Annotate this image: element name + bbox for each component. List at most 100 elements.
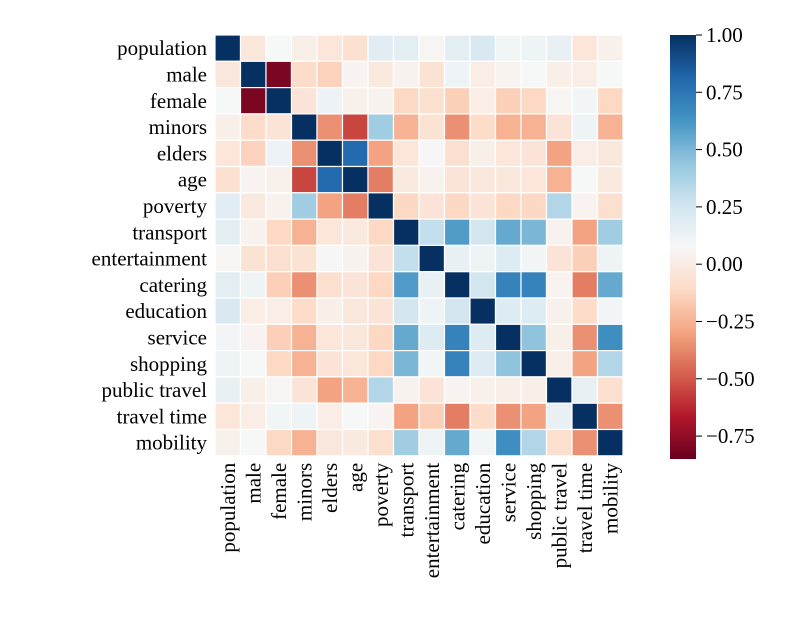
heatmap-cell [290, 428, 318, 457]
heatmap-cell [392, 402, 420, 431]
colorbar: −0.75 −0.50 −0.25 0.00 0.25 0.50 0.75 1.00 [670, 23, 755, 459]
heatmap-cell [214, 323, 242, 352]
heatmap-cell [214, 376, 242, 404]
x-tick-label: public travel [547, 463, 571, 569]
heatmap-cell [418, 139, 446, 168]
heatmap-cell [214, 60, 242, 89]
heatmap-cell [520, 113, 548, 141]
heatmap-cell [545, 139, 573, 168]
heatmap-cell [494, 139, 522, 168]
heatmap-cell [443, 139, 471, 168]
heatmap-cell [443, 34, 471, 62]
y-tick-label: age [178, 168, 207, 192]
heatmap-cell [367, 244, 395, 273]
heatmap-cell [265, 218, 293, 247]
heatmap-cell [392, 244, 420, 273]
heatmap-cell [392, 428, 420, 457]
heatmap-cell [571, 34, 599, 62]
heatmap-cell [545, 271, 573, 299]
heatmap-cell [239, 402, 267, 431]
heatmap-cell [239, 350, 267, 378]
heatmap-cell [367, 113, 395, 141]
heatmap-cell [418, 165, 446, 194]
heatmap-cell [443, 165, 471, 194]
heatmap-cell [265, 376, 293, 404]
y-tick-label: mobility [136, 431, 208, 455]
heatmap-cell [545, 218, 573, 247]
heatmap-cell [418, 34, 446, 62]
heatmap-cell [494, 192, 522, 220]
heatmap-cell [214, 350, 242, 378]
heatmap-cell [418, 244, 446, 273]
heatmap-cell [290, 350, 318, 378]
x-tick-label: minors [292, 463, 316, 521]
heatmap-cell [290, 86, 318, 115]
heatmap-cell [316, 271, 344, 299]
colorbar-gradient [670, 35, 696, 459]
colorbar-tick-label: −0.25 [706, 309, 755, 333]
heatmap-cell [214, 402, 242, 431]
heatmap-cell [265, 297, 293, 325]
heatmap-cell [214, 165, 242, 194]
heatmap-cell [341, 86, 369, 115]
heatmap-cell [316, 139, 344, 168]
heatmap-cell [316, 34, 344, 62]
heatmap-cell [520, 402, 548, 431]
heatmap-cell [596, 165, 624, 194]
heatmap-cell [469, 86, 497, 115]
colorbar-tick-label: 0.00 [706, 252, 743, 276]
heatmap-cell [418, 218, 446, 247]
heatmap-cell [469, 113, 497, 141]
heatmap-cell [341, 428, 369, 457]
heatmap-cell [443, 428, 471, 457]
heatmap-cell [341, 192, 369, 220]
heatmap-cell [418, 323, 446, 352]
heatmap-cell [239, 139, 267, 168]
heatmap-cell [316, 350, 344, 378]
heatmap-cell [265, 271, 293, 299]
heatmap-cell [443, 192, 471, 220]
heatmap-cell [367, 297, 395, 325]
heatmap-cell [392, 86, 420, 115]
heatmap-cell [290, 323, 318, 352]
heatmap-cell [265, 113, 293, 141]
heatmap-cell [596, 192, 624, 220]
heatmap-cell [239, 297, 267, 325]
heatmap-cell [239, 376, 267, 404]
x-tick-label: travel time [573, 463, 597, 553]
heatmap-cell [239, 192, 267, 220]
heatmap-cell [341, 34, 369, 62]
heatmap-cell [469, 34, 497, 62]
heatmap-cell [596, 402, 624, 431]
heatmap-cell [214, 139, 242, 168]
heatmap-cell [545, 165, 573, 194]
heatmap-cell [443, 244, 471, 273]
heatmap-cell [290, 402, 318, 431]
heatmap-cell [418, 271, 446, 299]
heatmap-cell [265, 402, 293, 431]
heatmap-cell [520, 297, 548, 325]
heatmap-cell [469, 60, 497, 89]
y-tick-label: public travel [101, 378, 207, 402]
heatmap-cell [596, 376, 624, 404]
heatmap-cell [545, 244, 573, 273]
x-tick-label: shopping [522, 462, 546, 540]
heatmap-cell [571, 218, 599, 247]
heatmap-cell [520, 218, 548, 247]
y-tick-label: catering [139, 273, 207, 297]
y-tick-label: poverty [143, 194, 208, 218]
heatmap-cell [596, 218, 624, 247]
heatmap-cell [571, 376, 599, 404]
heatmap-cell [494, 34, 522, 62]
heatmap-cell [214, 271, 242, 299]
heatmap-cell [341, 271, 369, 299]
heatmap-cell [469, 165, 497, 194]
heatmap-cell [367, 376, 395, 404]
heatmap-cell [367, 271, 395, 299]
heatmap-cell [290, 218, 318, 247]
heatmap-cell [596, 34, 624, 62]
heatmap-cell [316, 192, 344, 220]
heatmap-cell [316, 323, 344, 352]
heatmap-cell [443, 376, 471, 404]
